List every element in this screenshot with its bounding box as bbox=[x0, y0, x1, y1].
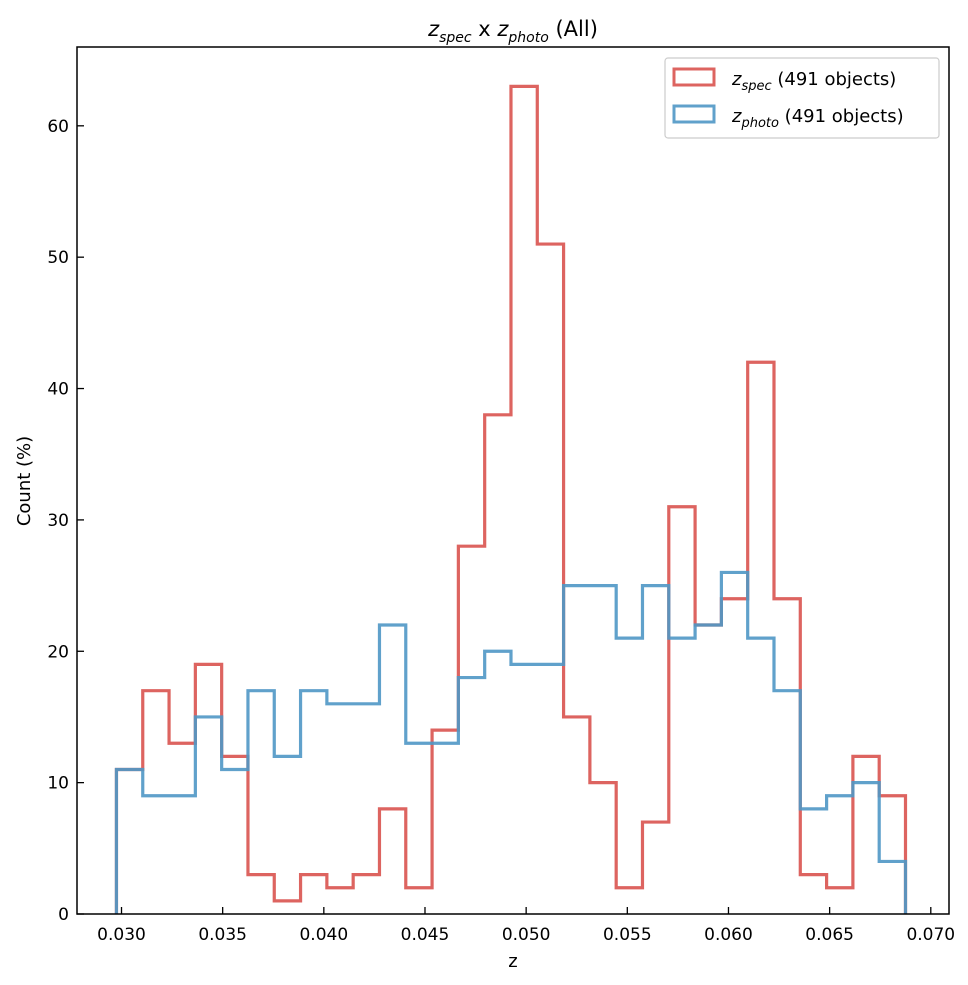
chart-title: zspec x zphoto (All) bbox=[427, 17, 598, 46]
y-tick-label: 50 bbox=[47, 248, 69, 268]
series-z-spec-step-line bbox=[114, 84, 908, 914]
x-tick-label: 0.070 bbox=[906, 925, 955, 945]
legend-swatch-zphoto bbox=[672, 104, 716, 124]
x-tick-label: 0.040 bbox=[299, 925, 348, 945]
y-tick-label: 40 bbox=[47, 380, 69, 400]
legend-frame bbox=[664, 57, 940, 139]
y-tick-label: 10 bbox=[47, 774, 69, 794]
y-tick-label: 60 bbox=[47, 117, 69, 137]
x-tick-label: 0.065 bbox=[805, 925, 854, 945]
legend-swatch-zspec bbox=[672, 67, 716, 87]
y-tick-label: 30 bbox=[47, 511, 69, 531]
legend-label-zphoto: zphoto (491 objects) bbox=[731, 106, 904, 131]
legend: zspec (491 objects) zphoto (491 objects) bbox=[664, 57, 940, 139]
x-tick-label: 0.035 bbox=[198, 925, 247, 945]
x-tick-label: 0.060 bbox=[704, 925, 753, 945]
y-tick-label: 0 bbox=[58, 905, 69, 925]
x-tick-label: 0.030 bbox=[97, 925, 146, 945]
y-axis-ticks: 0 10 20 30 40 50 60 bbox=[47, 117, 84, 925]
x-axis-ticks: 0.030 0.035 0.040 0.045 0.050 0.055 0.060 0.065… bbox=[97, 907, 955, 945]
series-z-spec bbox=[114, 84, 908, 914]
plot-frame bbox=[76, 46, 950, 915]
x-tick-label: 0.045 bbox=[401, 925, 450, 945]
x-tick-label: 0.055 bbox=[603, 925, 652, 945]
y-tick-label: 20 bbox=[47, 642, 69, 662]
x-axis-label: z bbox=[508, 951, 517, 972]
y-axis-label: Count (%) bbox=[14, 436, 35, 526]
x-tick-label: 0.050 bbox=[502, 925, 551, 945]
series-z-photo-step-line bbox=[114, 570, 908, 914]
legend-label-zspec: zspec (491 objects) bbox=[731, 69, 896, 94]
series-z-photo bbox=[114, 570, 908, 914]
series-layer bbox=[114, 84, 908, 914]
